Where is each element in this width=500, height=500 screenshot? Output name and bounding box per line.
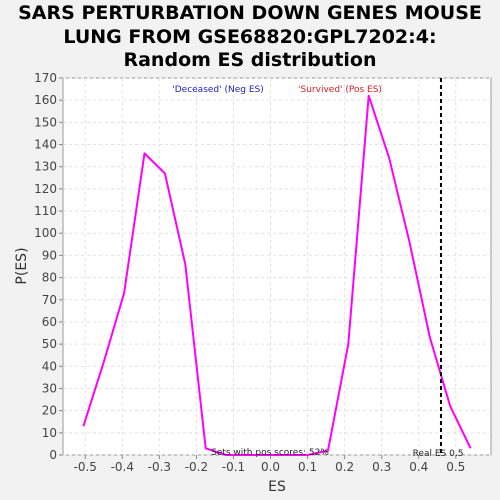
grid <box>63 77 491 456</box>
es-distribution-line <box>82 94 472 456</box>
y-tick-label: 100 <box>34 226 57 240</box>
chart-title-line-2: LUNG FROM GSE68820:GPL7202:4: <box>63 25 437 48</box>
y-tick-label: 110 <box>34 204 57 218</box>
y-tick-label: 160 <box>34 93 57 107</box>
y-tick-label: 0 <box>49 448 57 462</box>
y-tick-label: 80 <box>42 271 57 285</box>
y-tick-label: 130 <box>34 160 57 174</box>
chart-title: SARS PERTURBATION DOWN GENES MOUSE LUNG … <box>0 2 500 73</box>
x-tick-label: -0.2 <box>185 460 208 474</box>
chart-title-line-1: SARS PERTURBATION DOWN GENES MOUSE <box>18 2 482 24</box>
pos-scores-annotation: Sets with pos scores: 52% <box>211 448 329 458</box>
y-tick-label: 20 <box>42 404 57 418</box>
x-tick-label: -0.3 <box>148 460 171 474</box>
y-tick-label: 140 <box>34 138 57 152</box>
y-tick-label: 50 <box>42 337 57 351</box>
x-tick-label: -0.4 <box>111 460 134 474</box>
y-tick-label: 150 <box>34 115 57 129</box>
chart-title-line-3: Random ES distribution <box>123 49 377 71</box>
x-axis-label: ES <box>268 479 286 495</box>
y-tick-label: 170 <box>34 71 57 85</box>
legend-deceased: 'Deceased' (Neg ES) <box>172 85 263 95</box>
y-tick-label: 60 <box>42 315 57 329</box>
x-tick-label: -0.1 <box>222 460 245 474</box>
y-tick-label: 120 <box>34 182 57 196</box>
y-tick-label: 40 <box>42 359 57 373</box>
plot-area <box>62 77 492 456</box>
x-tick-label: -0.5 <box>74 460 97 474</box>
x-tick-label: 0.1 <box>298 460 317 474</box>
y-axis-label: P(ES) <box>14 247 30 284</box>
real-es-annotation: Real ES 0.5 <box>413 449 464 459</box>
legend-survived: 'Survived' (Pos ES) <box>298 85 382 95</box>
x-tick-label: 0.4 <box>409 460 428 474</box>
y-tick-label: 70 <box>42 293 57 307</box>
x-axis-ticks: -0.5 -0.4 -0.3 -0.2 -0.1 0.0 0.1 0.2 0.3 0.4 0.5 <box>74 455 465 474</box>
series-layer <box>82 94 472 456</box>
y-axis-ticks: 0 10 20 30 40 50 60 70 80 90 100 110 120 130 140 150 160… <box>34 71 63 462</box>
y-tick-label: 90 <box>42 248 57 262</box>
y-tick-label: 10 <box>42 426 57 440</box>
y-tick-label: 30 <box>42 381 57 395</box>
x-tick-label: 0.2 <box>335 460 354 474</box>
x-tick-label: 0.5 <box>446 460 465 474</box>
x-tick-label: 0.3 <box>372 460 391 474</box>
x-tick-label: 0.0 <box>261 460 280 474</box>
